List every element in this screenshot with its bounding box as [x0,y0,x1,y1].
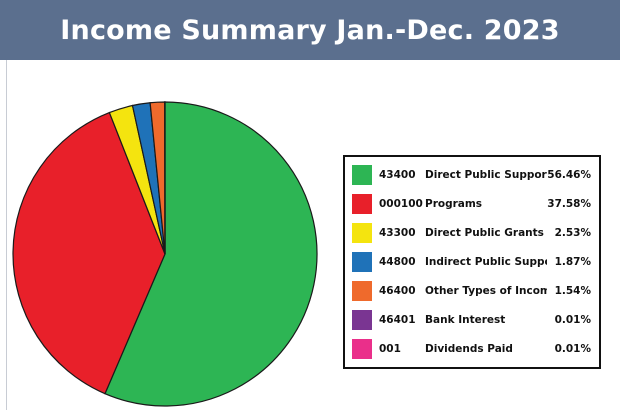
legend-percent: 2.53% [547,227,591,239]
legend-percent: 1.54% [547,285,591,297]
legend-swatch [352,223,372,243]
chart-title: Income Summary Jan.-Dec. 2023 [60,15,559,46]
legend-swatch [352,194,372,214]
legend-swatch [352,165,372,185]
legend-percent: 56.46% [547,169,591,181]
legend-swatch [352,281,372,301]
legend-label: Dividends Paid [425,343,547,355]
legend-code: 43300 [379,227,425,239]
legend-label: Direct Public Grants [425,227,547,239]
legend-code: 46400 [379,285,425,297]
legend-swatch [352,339,372,359]
legend-percent: 0.01% [547,343,591,355]
pie-chart-container [0,98,330,410]
legend-swatch [352,310,372,330]
title-bar: Income Summary Jan.-Dec. 2023 [0,0,620,60]
legend-swatch [352,252,372,272]
legend-label: Direct Public Support [425,169,547,181]
pie-chart [0,98,330,410]
legend-percent: 37.58% [547,198,591,210]
legend-label: Bank Interest [425,314,547,326]
legend-code: 44800 [379,256,425,268]
legend-label: Programs [425,198,547,210]
legend-label: Other Types of Income [425,285,547,297]
legend-percent: 1.87% [547,256,591,268]
legend-percent: 0.01% [547,314,591,326]
legend-code: 000100 [379,198,425,210]
legend-code: 46401 [379,314,425,326]
legend-label: Indirect Public Support [425,256,547,268]
legend-code: 43400 [379,169,425,181]
legend-code: 001 [379,343,425,355]
